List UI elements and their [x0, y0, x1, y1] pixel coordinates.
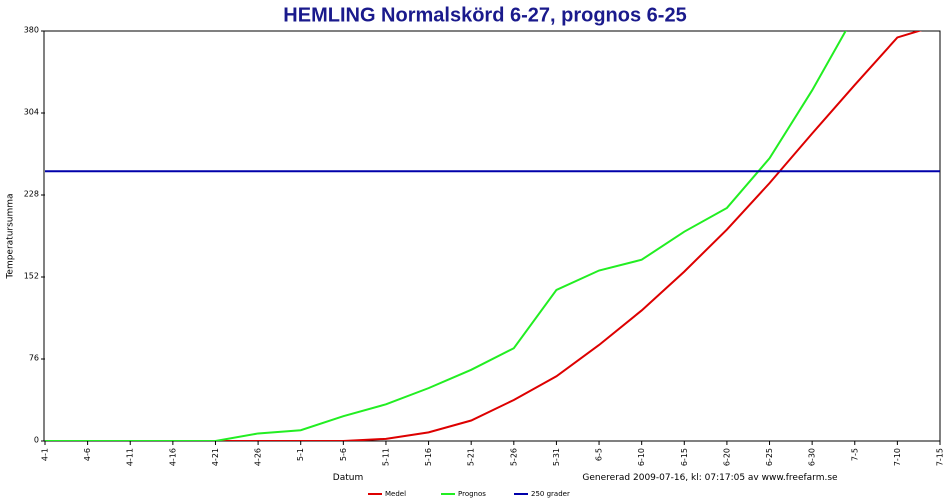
x-tick-label: 5-26 — [509, 448, 518, 466]
y-axis-label: Temperatursumma — [6, 193, 16, 279]
y-tick-label: 0 — [34, 436, 39, 445]
y-tick-label: 228 — [24, 190, 39, 199]
x-tick-label: 4-26 — [254, 448, 263, 466]
x-tick-label: 5-6 — [339, 448, 348, 461]
x-tick-label: 5-11 — [381, 448, 390, 466]
x-tick-label: 6-20 — [722, 448, 731, 466]
plot-lines — [45, 31, 940, 441]
chart-title: HEMLING Normalskörd 6-27, prognos 6-25 — [283, 4, 686, 26]
footer: Genererad 2009-07-16, kl: 07:17:05 av ww… — [582, 473, 838, 483]
x-tick-label: 6-15 — [680, 448, 689, 466]
x-tick-label: 6-10 — [637, 448, 646, 466]
series-line — [45, 31, 923, 441]
legend-label: Prognos — [458, 490, 486, 498]
x-tick-label: 6-5 — [595, 448, 604, 461]
x-tick-label: 5-16 — [424, 448, 433, 466]
x-tick-label: 5-1 — [296, 448, 305, 461]
y-tick-label: 76 — [29, 354, 39, 363]
x-tick-label: 7-5 — [850, 448, 859, 461]
x-tick-label: 7-10 — [893, 448, 902, 466]
y-tick-label: 304 — [24, 108, 39, 117]
x-tick-label: 7-15 — [936, 448, 945, 466]
x-tick-label: 5-31 — [552, 448, 561, 466]
y-tick-label: 380 — [24, 26, 39, 35]
x-tick-label: 4-6 — [83, 448, 92, 461]
x-tick-label: 4-16 — [168, 448, 177, 466]
x-tick-label: 5-21 — [467, 448, 476, 466]
legend-label: 250 grader — [531, 490, 570, 498]
series-line — [45, 31, 847, 441]
x-tick-label: 6-30 — [808, 448, 817, 466]
x-axis-label: Datum — [333, 473, 363, 483]
legend-label: Medel — [385, 490, 406, 498]
x-tick-label: 6-25 — [765, 448, 774, 466]
x-tick-label: 4-21 — [211, 448, 220, 466]
x-tick-label: 4-11 — [126, 448, 135, 466]
x-tick-label: 4-1 — [41, 448, 50, 461]
y-tick-label: 152 — [24, 272, 39, 281]
plot-frame — [43, 30, 941, 442]
